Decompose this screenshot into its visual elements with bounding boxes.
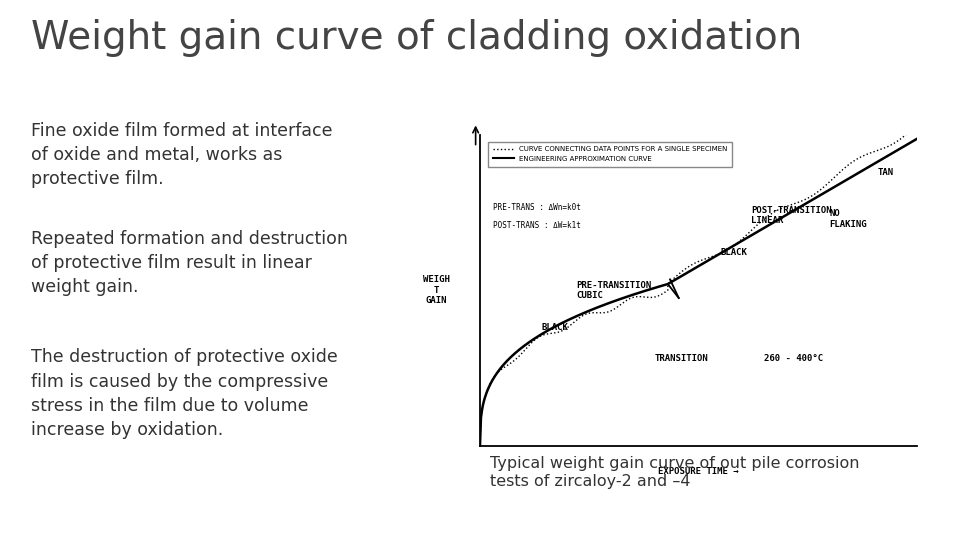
Text: Fine oxide film formed at interface
of oxide and metal, works as
protective film: Fine oxide film formed at interface of o… bbox=[31, 122, 332, 188]
Text: PRE-TRANSITION
CUBIC: PRE-TRANSITION CUBIC bbox=[576, 281, 651, 300]
Legend: CURVE CONNECTING DATA POINTS FOR A SINGLE SPECIMEN, ENGINEERING APPROXIMATION CU: CURVE CONNECTING DATA POINTS FOR A SINGL… bbox=[488, 141, 732, 167]
Text: TAN: TAN bbox=[877, 168, 894, 177]
Text: TRANSITION: TRANSITION bbox=[655, 354, 708, 363]
Text: 260 - 400°C: 260 - 400°C bbox=[764, 354, 823, 363]
Text: POST-TRANSITION
LINEAR: POST-TRANSITION LINEAR bbox=[751, 206, 831, 225]
Text: NO
FLAKING: NO FLAKING bbox=[829, 209, 867, 228]
Text: Typical weight gain curve of out pile corrosion
tests of zircaloy-2 and –4: Typical weight gain curve of out pile co… bbox=[490, 456, 859, 489]
Text: BLACK: BLACK bbox=[541, 323, 568, 332]
Text: WEIGH
T
GAIN: WEIGH T GAIN bbox=[423, 275, 449, 305]
Text: POST-TRANS : ΔW=k1t: POST-TRANS : ΔW=k1t bbox=[493, 221, 581, 230]
Text: Weight gain curve of cladding oxidation: Weight gain curve of cladding oxidation bbox=[31, 19, 802, 57]
Text: PRE-TRANS : ΔWn=k0t: PRE-TRANS : ΔWn=k0t bbox=[493, 202, 581, 212]
Text: EXPOSURE TIME →: EXPOSURE TIME → bbox=[659, 467, 738, 476]
Text: BLACK: BLACK bbox=[720, 248, 747, 258]
Text: The destruction of protective oxide
film is caused by the compressive
stress in : The destruction of protective oxide film… bbox=[31, 348, 338, 439]
Text: Repeated formation and destruction
of protective film result in linear
weight ga: Repeated formation and destruction of pr… bbox=[31, 230, 348, 296]
